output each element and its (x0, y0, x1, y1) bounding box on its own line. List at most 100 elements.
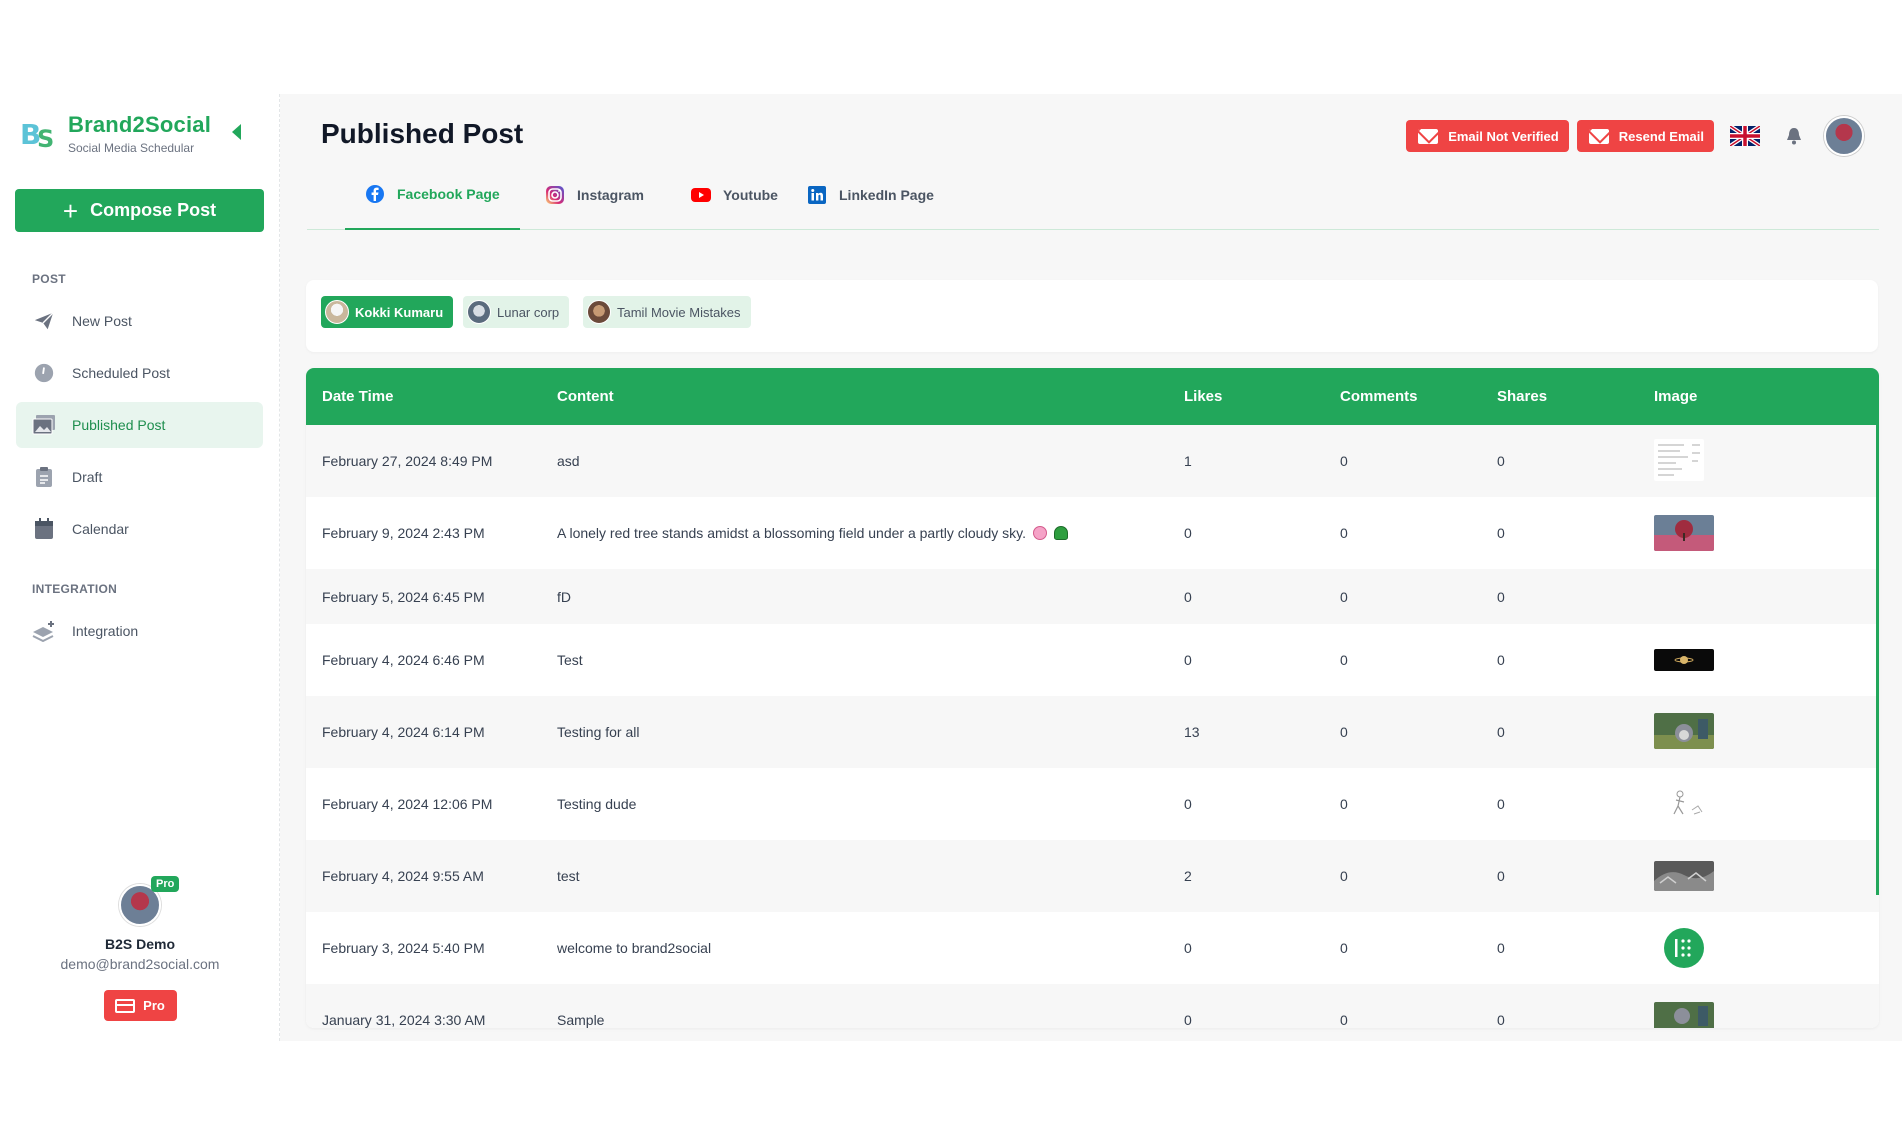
column-header-likes[interactable]: Likes (1184, 388, 1223, 405)
instagram-icon (545, 185, 565, 205)
cell-content: Testing for all (557, 724, 640, 740)
sidebar-item-scheduled-post[interactable]: Scheduled Post (16, 350, 263, 396)
account-selector: Kokki Kumaru Lunar corp Tamil Movie Mist… (306, 280, 1878, 352)
account-chip-tamil-movie-mistakes[interactable]: Tamil Movie Mistakes (583, 296, 751, 328)
table-row[interactable]: February 4, 2024 6:14 PM Testing for all… (306, 696, 1879, 768)
compose-post-button[interactable]: + Compose Post (15, 189, 264, 232)
facebook-icon (365, 184, 385, 204)
cell-likes: 0 (1184, 589, 1192, 605)
mail-icon (1588, 128, 1609, 144)
tab-label: Facebook Page (397, 186, 500, 202)
cell-datetime: February 4, 2024 12:06 PM (322, 796, 493, 812)
cell-comments: 0 (1340, 940, 1348, 956)
sidebar-item-draft[interactable]: Draft (16, 454, 263, 500)
compose-post-label: Compose Post (90, 200, 217, 220)
sidebar-item-new-post[interactable]: New Post (16, 298, 263, 344)
svg-text:B: B (20, 118, 41, 151)
column-header-comments[interactable]: Comments (1340, 388, 1418, 405)
uk-flag-icon[interactable] (1730, 126, 1760, 146)
brand-logo[interactable]: B S Brand2Social Social Media Schedular (20, 112, 211, 155)
cell-shares: 0 (1497, 796, 1505, 812)
email-not-verified-button[interactable]: Email Not Verified (1406, 120, 1569, 152)
profile-name: B2S Demo (104, 936, 176, 952)
post-thumbnail[interactable] (1654, 713, 1714, 749)
profile-email: demo@brand2social.com (60, 956, 220, 972)
cell-datetime: February 5, 2024 6:45 PM (322, 589, 485, 605)
post-thumbnail[interactable] (1654, 439, 1704, 481)
page-title: Published Post (321, 118, 524, 149)
sidebar-item-calendar[interactable]: Calendar (16, 506, 263, 552)
cell-content: asd (557, 453, 580, 469)
clipboard-icon (32, 465, 56, 489)
cell-datetime: February 4, 2024 6:46 PM (322, 652, 485, 668)
avatar[interactable]: Pro (119, 876, 180, 926)
pro-badge: Pro (151, 876, 180, 892)
cell-datetime: February 27, 2024 8:49 PM (322, 453, 493, 469)
column-header-date-time[interactable]: Date Time (322, 388, 394, 405)
cell-comments: 0 (1340, 1012, 1348, 1028)
post-thumbnail[interactable] (1654, 786, 1714, 822)
column-header-image[interactable]: Image (1654, 388, 1698, 405)
pro-plan-button[interactable]: Pro (103, 990, 177, 1021)
column-header-shares[interactable]: Shares (1497, 388, 1548, 405)
cell-likes: 0 (1184, 796, 1192, 812)
credit-card-icon (115, 998, 136, 1013)
table-row[interactable]: January 31, 2024 3:30 AM Sample 0 0 0 (306, 984, 1879, 1028)
tab-facebook-page[interactable]: Facebook Page (345, 160, 520, 230)
cell-likes: 0 (1184, 525, 1192, 541)
email-not-verified-label: Email Not Verified (1448, 128, 1559, 144)
table-row[interactable]: February 4, 2024 12:06 PM Testing dude 0… (306, 768, 1879, 840)
sidebar-item-integration[interactable]: Integration (16, 608, 263, 654)
layers-plus-icon (32, 619, 56, 643)
paper-plane-icon (32, 309, 56, 333)
section-label-post: POST (32, 272, 66, 286)
cell-comments: 0 (1340, 589, 1348, 605)
calendar-icon (32, 517, 56, 541)
linkedin-icon (807, 185, 827, 205)
table-row[interactable]: February 5, 2024 6:45 PM fD 0 0 0 (306, 569, 1879, 624)
tab-label: Youtube (723, 187, 778, 203)
tab-label: LinkedIn Page (839, 187, 934, 203)
table-row[interactable]: February 4, 2024 6:46 PM Test 0 0 0 (306, 624, 1879, 696)
column-header-content[interactable]: Content (557, 388, 614, 405)
bell-icon[interactable] (1786, 127, 1802, 145)
account-chip-label: Kokki Kumaru (355, 304, 444, 320)
cell-content: fD (557, 589, 571, 605)
sidebar: B S Brand2Social Social Media Schedular … (0, 94, 280, 1041)
account-chip-kokki-kumaru[interactable]: Kokki Kumaru (321, 296, 454, 328)
collapse-sidebar-icon[interactable] (232, 124, 241, 140)
sidebar-item-label: Draft (72, 469, 103, 485)
post-thumbnail[interactable] (1654, 649, 1714, 671)
table-row[interactable]: February 4, 2024 9:55 AM test 2 0 0 (306, 840, 1879, 912)
tab-instagram[interactable]: Instagram (525, 160, 664, 230)
table-row[interactable]: February 3, 2024 5:40 PM welcome to bran… (306, 912, 1879, 984)
avatar (325, 300, 349, 324)
cell-likes: 0 (1184, 940, 1192, 956)
header-avatar[interactable] (1824, 116, 1864, 156)
post-thumbnail[interactable] (1654, 515, 1714, 551)
sidebar-item-label: Published Post (72, 417, 166, 433)
post-thumbnail[interactable] (1654, 861, 1714, 891)
cell-likes: 2 (1184, 868, 1192, 884)
cell-comments: 0 (1340, 652, 1348, 668)
cell-likes: 1 (1184, 453, 1192, 469)
post-thumbnail[interactable] (1654, 1002, 1714, 1028)
cell-shares: 0 (1497, 652, 1505, 668)
cell-datetime: February 9, 2024 2:43 PM (322, 525, 485, 541)
table-scrollbar[interactable] (1876, 425, 1879, 895)
account-chip-lunar-corp[interactable]: Lunar corp (463, 296, 570, 328)
table-row[interactable]: February 9, 2024 2:43 PM A lonely red tr… (306, 497, 1879, 569)
cell-shares: 0 (1497, 525, 1505, 541)
cell-shares: 0 (1497, 453, 1505, 469)
sidebar-item-published-post[interactable]: Published Post (16, 402, 263, 448)
app-shell: B S Brand2Social Social Media Schedular … (0, 94, 1902, 1041)
cell-datetime: February 3, 2024 5:40 PM (322, 940, 485, 956)
resend-email-button[interactable]: Resend Email (1576, 120, 1714, 152)
post-thumbnail[interactable] (1664, 928, 1704, 968)
cell-datetime: February 4, 2024 9:55 AM (322, 868, 484, 884)
tree-icon (1053, 526, 1068, 540)
tab-linkedin-page[interactable]: LinkedIn Page (787, 160, 954, 230)
tab-youtube[interactable]: Youtube (671, 160, 798, 230)
table-row[interactable]: February 27, 2024 8:49 PM asd 1 0 0 (306, 425, 1879, 497)
cell-shares: 0 (1497, 940, 1505, 956)
